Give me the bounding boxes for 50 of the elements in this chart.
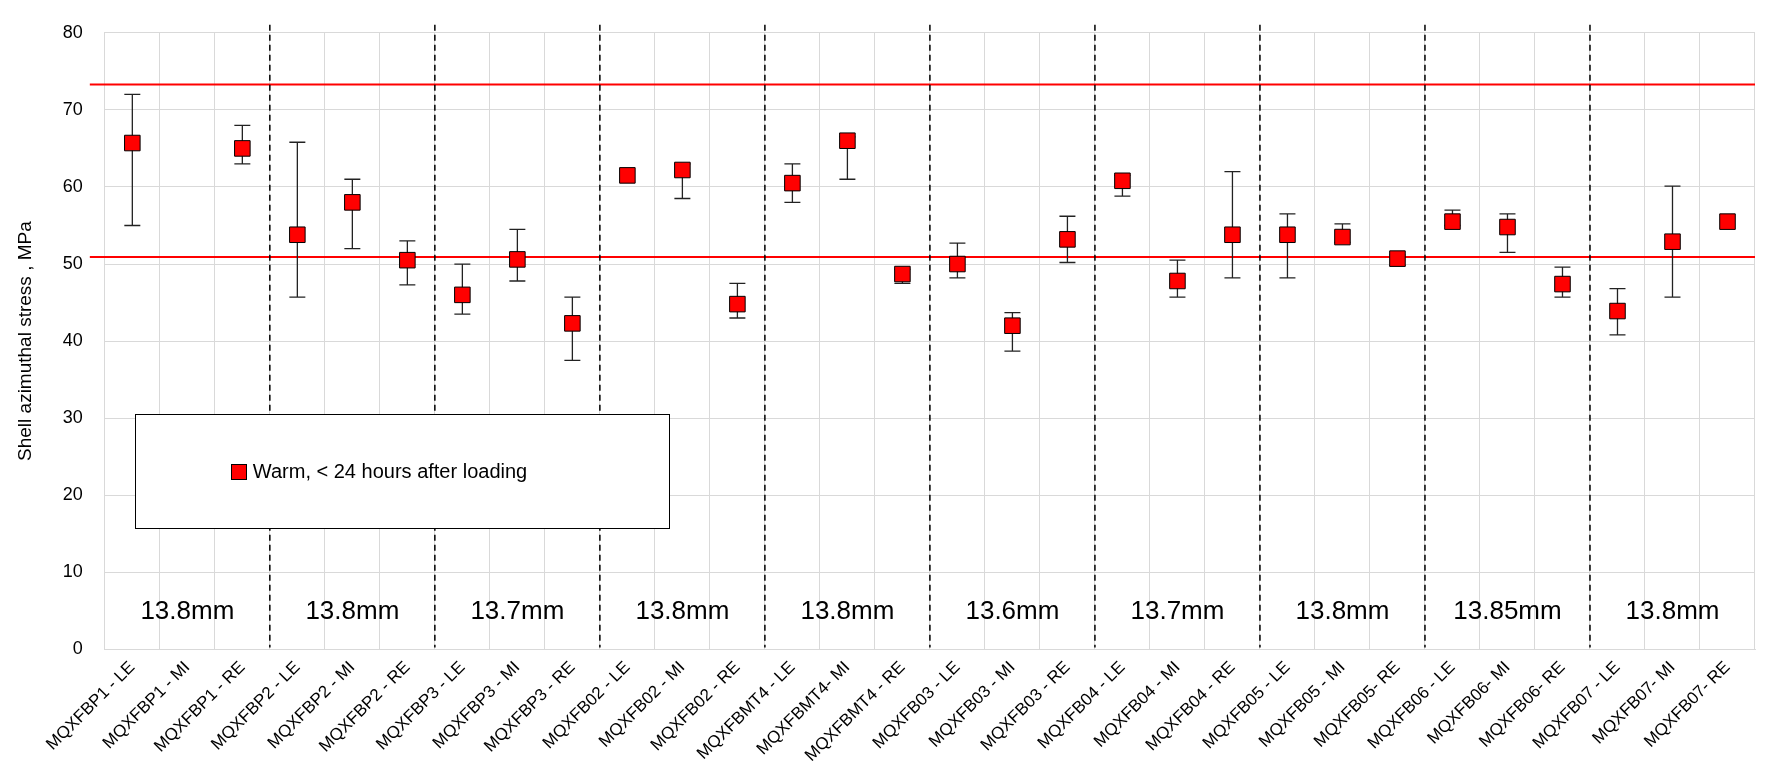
y-tick-label: 10 [62, 561, 83, 582]
annotation: 13.8mm [635, 594, 730, 625]
y-tick-label: 30 [62, 407, 83, 428]
point [1664, 233, 1681, 250]
point [289, 226, 306, 244]
point [1004, 317, 1021, 334]
point [1224, 226, 1241, 244]
point [399, 251, 416, 269]
y-tick-label: 80 [62, 21, 83, 42]
point [1059, 231, 1076, 248]
annotation: 13.8mm [140, 594, 235, 625]
annotation: 13.8mm [800, 594, 895, 625]
point [1499, 218, 1516, 236]
y-tick-label: 0 [72, 638, 83, 659]
point [1279, 226, 1296, 244]
point [124, 134, 141, 152]
legend-label: Warm, < 24 hours after loading [252, 460, 528, 484]
y-tick-label: 20 [62, 484, 83, 505]
annotation: 13.8mm [1295, 594, 1390, 625]
point [454, 286, 471, 304]
y-tick-label: 50 [62, 253, 83, 273]
point [509, 251, 526, 268]
annotation: 13.8mm [305, 594, 400, 625]
y-tick-label: 70 [62, 98, 83, 119]
annotation: 13.6mm [965, 594, 1060, 625]
point [949, 255, 966, 273]
point [674, 161, 691, 179]
point [619, 167, 636, 184]
annotation: 13.8mm [1625, 594, 1720, 625]
point [564, 315, 581, 332]
annotation: 13.85mm [1453, 594, 1562, 625]
point [1609, 302, 1626, 320]
point [344, 194, 361, 211]
point [784, 174, 801, 192]
point [1719, 213, 1736, 230]
annotation: 13.7mm [1130, 594, 1225, 625]
point [729, 295, 746, 313]
y-axis-title: Shell azimuthal stress , MPa [13, 220, 35, 461]
point [1334, 228, 1351, 246]
point [234, 140, 251, 157]
annotation: 13.7mm [470, 594, 565, 625]
y-tick-label: 40 [62, 330, 83, 351]
point [1444, 213, 1461, 230]
point [1169, 272, 1186, 290]
legend: Warm, < 24 hours after loading [134, 414, 670, 530]
point [839, 132, 856, 149]
point [1114, 172, 1131, 190]
y-tick-label: 60 [62, 175, 83, 196]
point [1389, 250, 1406, 267]
point [1554, 275, 1571, 293]
